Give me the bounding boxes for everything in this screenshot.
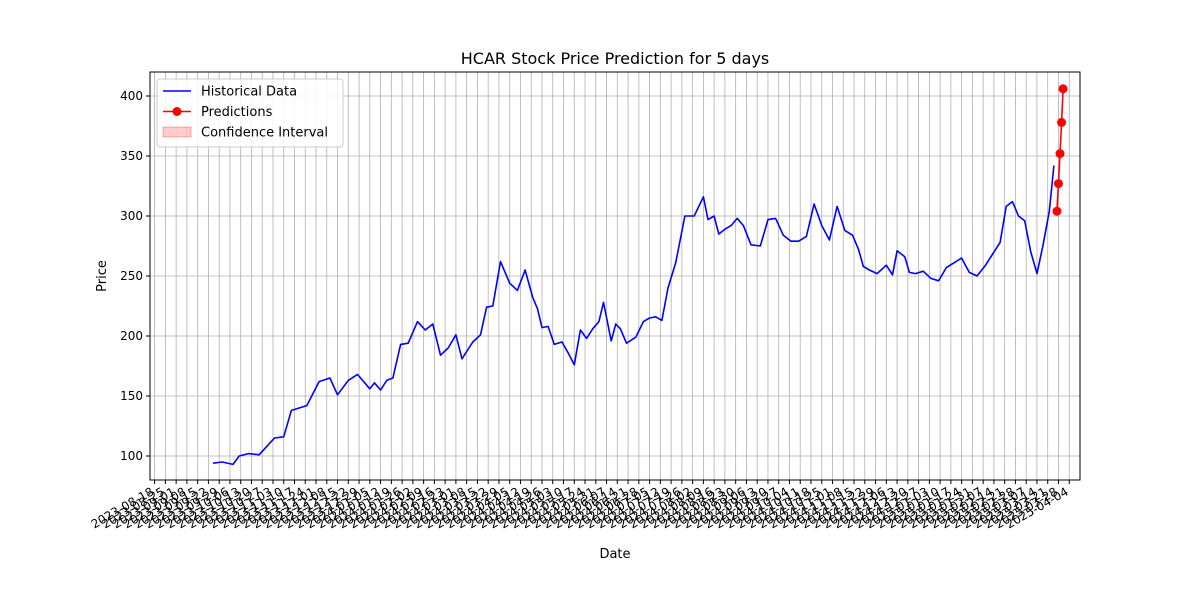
- y-tick-label: 250: [120, 269, 143, 283]
- y-tick-label: 100: [120, 449, 143, 463]
- x-axis-label: Date: [599, 547, 630, 562]
- legend-label: Predictions: [201, 105, 273, 120]
- historical-line: [212, 165, 1055, 466]
- legend-marker: [172, 107, 182, 116]
- y-axis: 100 150 200 250 300 350 400: [120, 89, 150, 463]
- y-tick-label: 200: [120, 329, 143, 343]
- y-tick-label: 300: [120, 209, 143, 223]
- y-tick-label: 150: [120, 389, 143, 403]
- y-tick-label: 400: [120, 89, 143, 103]
- legend: Historical Data Predictions Confidence Int…: [156, 78, 344, 148]
- prediction-point: [1052, 206, 1062, 216]
- x-axis: 2023-08-182023-08-252023-09-012023-09-08…: [89, 480, 1071, 531]
- prediction-point: [1053, 179, 1063, 189]
- prediction-point: [1055, 149, 1065, 159]
- prediction-point: [1057, 117, 1067, 127]
- legend-label: Historical Data: [201, 85, 297, 100]
- legend-swatch: [162, 126, 192, 138]
- legend-label: Confidence Interval: [201, 126, 328, 141]
- y-axis-label: Price: [95, 260, 110, 292]
- chart-title: HCAR Stock Price Prediction for 5 days: [461, 49, 770, 68]
- series-layer: [212, 84, 1068, 466]
- prediction-point: [1058, 84, 1068, 94]
- y-tick-label: 350: [120, 149, 143, 163]
- legend-box: [156, 78, 344, 148]
